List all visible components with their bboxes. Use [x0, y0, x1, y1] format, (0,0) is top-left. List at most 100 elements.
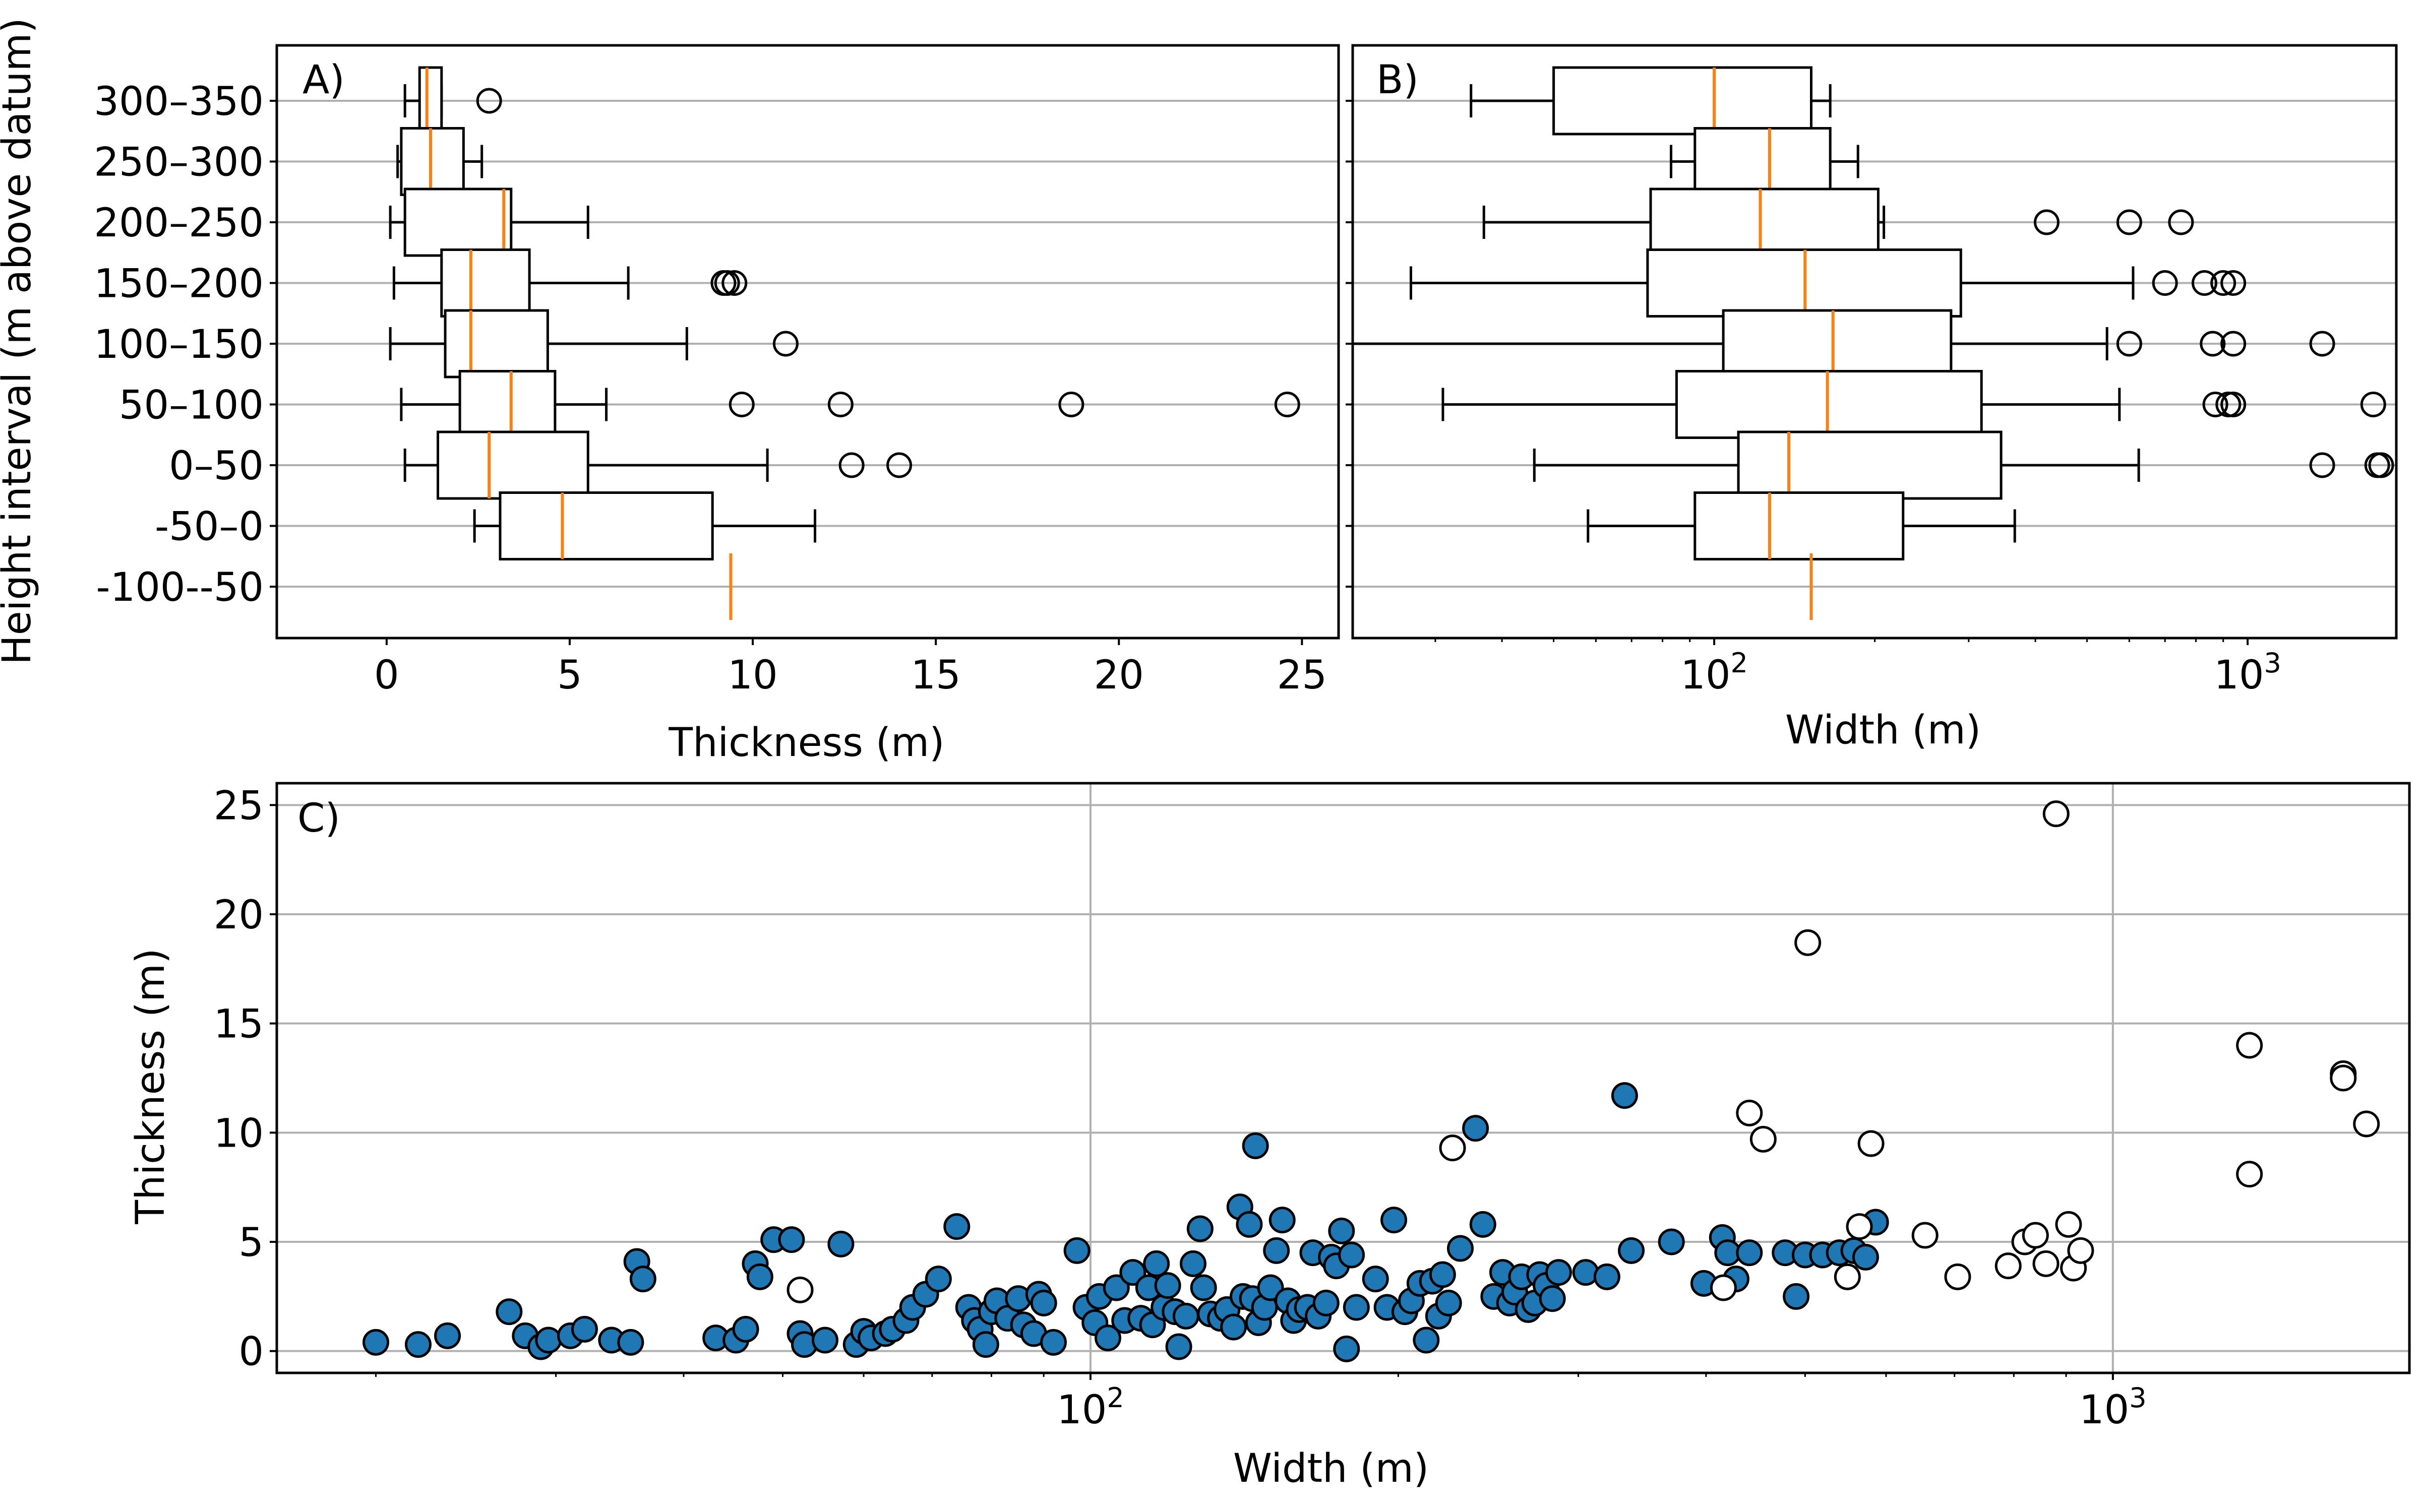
outlier-point	[714, 270, 740, 296]
outlier-point	[772, 331, 799, 357]
panel-a-thickness-boxplot: 300–350 250–300 200–250 150–200 100–150 50–10…	[0, 18, 1340, 766]
panel-c-ytick-label: 10	[214, 1111, 264, 1156]
outlier-point	[2168, 209, 2194, 235]
scatter-point-filled	[362, 1329, 390, 1356]
panel-a-label: A)	[302, 57, 345, 103]
outlier-point	[2220, 331, 2247, 357]
outlier-point	[838, 452, 865, 478]
scatter-point-open	[1857, 1130, 1885, 1157]
scatter-point-filled	[1154, 1272, 1181, 1299]
b-box-3	[1409, 248, 2247, 318]
scatter-point-open	[1749, 1125, 1777, 1153]
outlier-point	[2116, 331, 2142, 357]
scatter-point-filled	[1030, 1289, 1057, 1316]
b-box-0	[1470, 66, 1832, 136]
panel-c-ytick-label: 0	[238, 1330, 264, 1375]
a-box-1	[396, 127, 483, 196]
scatter-point-open	[1794, 929, 1822, 956]
scatter-point-open	[2236, 1161, 2263, 1188]
scatter-point-filled	[571, 1315, 598, 1343]
a-box-3	[392, 248, 748, 318]
scatter-point-filled	[617, 1329, 644, 1356]
scatter-point-filled	[1429, 1261, 1456, 1288]
scatter-point-open	[1994, 1252, 2022, 1280]
scatter-point-filled	[1446, 1235, 1474, 1262]
a-xtick-label: 25	[1277, 653, 1327, 698]
scatter-point-open	[2330, 1064, 2357, 1092]
scatter-point-filled	[1328, 1217, 1355, 1244]
scatter-point-open	[1846, 1213, 1873, 1240]
scatter-point-filled	[1257, 1274, 1284, 1301]
scatter-point-filled	[1333, 1335, 1360, 1362]
iqr-box	[418, 66, 443, 136]
scatter-point-filled	[1179, 1250, 1206, 1277]
b-box-7	[1587, 491, 2016, 560]
iqr-box	[458, 370, 557, 439]
iqr-box	[437, 430, 589, 500]
scatter-point-filled	[732, 1315, 759, 1343]
scatter-point-filled	[1736, 1239, 1763, 1267]
a-xtick-label: 0	[374, 653, 399, 698]
scatter-point-filled	[925, 1266, 952, 1293]
outlier-point	[2033, 209, 2060, 235]
scatter-point-filled	[778, 1226, 805, 1253]
scatter-point-filled	[1618, 1237, 1645, 1264]
panel-a-xlabel: Thickness (m)	[668, 720, 944, 766]
scatter-point-filled	[1312, 1289, 1340, 1316]
scatter-point-filled	[1040, 1329, 1067, 1356]
scatter-point-filled	[1343, 1294, 1370, 1321]
a-box-2	[389, 187, 589, 257]
scatter-point-filled	[1220, 1313, 1247, 1341]
scatter-point-open	[2032, 1250, 2060, 1277]
scatter-point-open	[2022, 1222, 2049, 1249]
scatter-point-filled	[1268, 1207, 1296, 1234]
panel-a-ytick-label: 250–300	[94, 140, 264, 185]
panel-a-ytick-label: 100–150	[94, 322, 264, 367]
outlier-point	[2210, 270, 2236, 296]
iqr-box	[1693, 491, 1905, 560]
scatter-point-filled	[1545, 1259, 1572, 1286]
outlier-point	[2200, 331, 2226, 357]
scatter-point-filled	[1572, 1259, 1599, 1286]
outlier-point	[2202, 392, 2228, 417]
iqr-box	[499, 491, 714, 560]
outlier-point	[2368, 452, 2394, 478]
b-box-2	[1482, 187, 2194, 257]
panel-c-ytick-label: 15	[214, 1002, 264, 1047]
scatter-point-filled	[1593, 1263, 1620, 1290]
scatter-point-filled	[1413, 1327, 1440, 1354]
scatter-point-filled	[1539, 1285, 1566, 1312]
scatter-point-open	[786, 1276, 814, 1303]
outlier-point	[2116, 209, 2142, 235]
scatter-point-filled	[1103, 1274, 1130, 1301]
iqr-box	[1722, 309, 1953, 379]
b-box-6	[1533, 430, 2394, 500]
outlier-point	[2152, 270, 2178, 296]
panel-c-frame	[275, 782, 2411, 1374]
panel-a-ytick-label: -50–0	[155, 505, 264, 550]
scatter-point-open	[2353, 1110, 2380, 1138]
a-xtick-label: 15	[911, 653, 961, 698]
scatter-point-filled	[1165, 1333, 1192, 1360]
scatter-point-filled	[1469, 1211, 1496, 1238]
scatter-point-filled	[1143, 1250, 1170, 1277]
scatter-point-filled	[496, 1298, 523, 1326]
scatter-point-filled	[629, 1266, 656, 1293]
panel-a-frame	[275, 44, 1340, 640]
scatter-point-filled	[535, 1327, 562, 1354]
b-box-5	[1441, 370, 2386, 439]
scatter-point-filled	[1852, 1243, 1879, 1271]
scatter-point-filled	[811, 1327, 838, 1354]
scatter-point-filled	[1063, 1237, 1091, 1264]
panel-c-ytick-label: 5	[238, 1220, 264, 1266]
a-box-0	[403, 66, 502, 136]
panel-a-ytick-label: -100--50	[96, 565, 264, 610]
panel-b-xlabel: Width (m)	[1785, 708, 1981, 753]
iqr-box	[1737, 430, 2003, 500]
scatter-point-filled	[1236, 1211, 1263, 1238]
panel-c-ytick-label: 20	[214, 893, 264, 938]
panel-b-width-boxplot: 102 103 B) Width (m)	[1346, 44, 2398, 753]
scatter-point-filled	[827, 1230, 855, 1257]
